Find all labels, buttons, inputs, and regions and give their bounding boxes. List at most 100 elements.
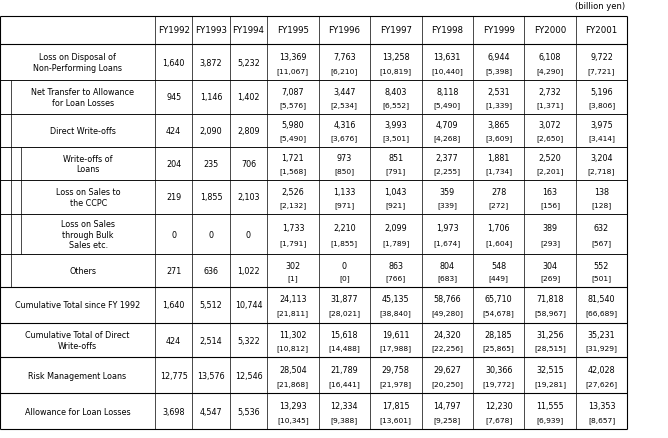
Text: 8,403: 8,403 bbox=[385, 88, 407, 96]
Text: [49,280]: [49,280] bbox=[432, 310, 463, 317]
Text: 24,320: 24,320 bbox=[434, 330, 461, 339]
Text: 2,809: 2,809 bbox=[237, 127, 260, 135]
Text: Risk Management Loans: Risk Management Loans bbox=[29, 371, 126, 380]
Text: [13,601]: [13,601] bbox=[380, 416, 411, 423]
Text: 58,766: 58,766 bbox=[434, 295, 461, 304]
Text: [9,388]: [9,388] bbox=[331, 416, 358, 423]
Text: [21,811]: [21,811] bbox=[277, 310, 309, 317]
Text: [4,268]: [4,268] bbox=[434, 135, 461, 141]
Text: Loss on Sales
through Bulk
Sales etc.: Loss on Sales through Bulk Sales etc. bbox=[61, 219, 115, 250]
Text: 5,322: 5,322 bbox=[237, 336, 260, 345]
Text: [3,609]: [3,609] bbox=[485, 135, 512, 141]
Text: 632: 632 bbox=[594, 223, 609, 232]
Text: [1,855]: [1,855] bbox=[331, 240, 358, 247]
Text: [10,812]: [10,812] bbox=[277, 344, 309, 351]
Text: 13,576: 13,576 bbox=[197, 371, 225, 380]
Text: 65,710: 65,710 bbox=[485, 295, 512, 304]
Text: 204: 204 bbox=[166, 160, 181, 169]
Text: Write-offs of
Loans: Write-offs of Loans bbox=[63, 155, 113, 174]
Text: [293]: [293] bbox=[540, 240, 560, 247]
Text: 29,758: 29,758 bbox=[382, 365, 409, 374]
Text: 219: 219 bbox=[166, 193, 181, 202]
Text: 271: 271 bbox=[166, 267, 181, 276]
Text: 1,146: 1,146 bbox=[200, 93, 222, 102]
Text: [5,490]: [5,490] bbox=[434, 102, 461, 108]
Text: 3,072: 3,072 bbox=[539, 121, 561, 130]
Text: 15,618: 15,618 bbox=[331, 330, 358, 339]
Text: 0: 0 bbox=[208, 230, 214, 239]
Text: [6,210]: [6,210] bbox=[331, 67, 358, 74]
Text: FY1996: FY1996 bbox=[329, 26, 360, 35]
Text: [2,534]: [2,534] bbox=[331, 102, 358, 108]
Text: 163: 163 bbox=[542, 187, 558, 196]
Text: FY2001: FY2001 bbox=[585, 26, 618, 35]
Text: 4,709: 4,709 bbox=[436, 121, 458, 130]
Text: 5,536: 5,536 bbox=[237, 407, 260, 416]
Text: 424: 424 bbox=[166, 336, 181, 345]
Text: [10,345]: [10,345] bbox=[277, 416, 309, 423]
Text: [28,021]: [28,021] bbox=[328, 310, 361, 317]
Text: 12,775: 12,775 bbox=[160, 371, 188, 380]
Text: [11,067]: [11,067] bbox=[277, 67, 309, 74]
Text: 13,631: 13,631 bbox=[434, 53, 461, 61]
Text: [2,255]: [2,255] bbox=[434, 168, 461, 175]
Text: [1,674]: [1,674] bbox=[434, 240, 461, 247]
Text: [1,791]: [1,791] bbox=[279, 240, 307, 247]
Text: [10,819]: [10,819] bbox=[379, 67, 412, 74]
Text: [0]: [0] bbox=[339, 275, 350, 282]
Text: FY1994: FY1994 bbox=[232, 26, 265, 35]
Text: 3,993: 3,993 bbox=[385, 121, 407, 130]
Text: [21,978]: [21,978] bbox=[379, 380, 412, 387]
Text: [38,840]: [38,840] bbox=[380, 310, 411, 317]
Text: [8,657]: [8,657] bbox=[588, 416, 615, 423]
Text: 2,099: 2,099 bbox=[384, 223, 407, 232]
Text: 2,531: 2,531 bbox=[488, 88, 510, 96]
Text: 0: 0 bbox=[342, 261, 347, 270]
Text: 5,512: 5,512 bbox=[200, 301, 222, 310]
Text: 42,028: 42,028 bbox=[588, 365, 615, 374]
Text: 1,881: 1,881 bbox=[488, 154, 510, 163]
Text: 14,797: 14,797 bbox=[434, 401, 461, 410]
Text: 2,090: 2,090 bbox=[200, 127, 222, 135]
Text: 359: 359 bbox=[440, 187, 455, 196]
Text: [6,939]: [6,939] bbox=[536, 416, 564, 423]
Text: 1,973: 1,973 bbox=[436, 223, 458, 232]
Text: FY2000: FY2000 bbox=[534, 26, 566, 35]
Text: [1,604]: [1,604] bbox=[485, 240, 512, 247]
Text: 0: 0 bbox=[246, 230, 251, 239]
Text: 389: 389 bbox=[542, 223, 558, 232]
Text: [1,568]: [1,568] bbox=[279, 168, 307, 175]
Text: 13,369: 13,369 bbox=[279, 53, 307, 61]
Text: 11,555: 11,555 bbox=[536, 401, 564, 410]
Text: 2,210: 2,210 bbox=[333, 223, 355, 232]
Text: 2,526: 2,526 bbox=[281, 187, 305, 196]
Text: [3,501]: [3,501] bbox=[382, 135, 409, 141]
Text: 1,402: 1,402 bbox=[237, 93, 260, 102]
Text: [21,868]: [21,868] bbox=[277, 380, 309, 387]
Text: [156]: [156] bbox=[540, 201, 560, 208]
Text: [19,281]: [19,281] bbox=[534, 380, 566, 387]
Text: [339]: [339] bbox=[438, 201, 457, 208]
Text: 4,547: 4,547 bbox=[200, 407, 222, 416]
Text: 1,706: 1,706 bbox=[488, 223, 510, 232]
Text: 5,196: 5,196 bbox=[591, 88, 613, 96]
Text: 29,627: 29,627 bbox=[434, 365, 461, 374]
Text: FY1992: FY1992 bbox=[158, 26, 190, 35]
Text: 3,865: 3,865 bbox=[488, 121, 510, 130]
Text: 3,872: 3,872 bbox=[200, 59, 222, 67]
Text: 3,975: 3,975 bbox=[590, 121, 613, 130]
Text: FY1999: FY1999 bbox=[483, 26, 514, 35]
Text: 278: 278 bbox=[491, 187, 506, 196]
Text: [128]: [128] bbox=[591, 201, 612, 208]
Text: [6,552]: [6,552] bbox=[382, 102, 409, 108]
Text: [28,515]: [28,515] bbox=[534, 344, 566, 351]
Text: 28,504: 28,504 bbox=[279, 365, 307, 374]
Text: Cumulative Total of Direct
Write-offs: Cumulative Total of Direct Write-offs bbox=[25, 331, 130, 350]
Text: Net Transfer to Allowance
for Loan Losses: Net Transfer to Allowance for Loan Losse… bbox=[31, 88, 134, 107]
Text: FY1995: FY1995 bbox=[277, 26, 309, 35]
Text: 12,334: 12,334 bbox=[331, 401, 358, 410]
Text: 12,546: 12,546 bbox=[234, 371, 263, 380]
Text: 1,733: 1,733 bbox=[282, 223, 304, 232]
Text: 5,980: 5,980 bbox=[282, 121, 304, 130]
Text: 6,108: 6,108 bbox=[539, 53, 561, 61]
